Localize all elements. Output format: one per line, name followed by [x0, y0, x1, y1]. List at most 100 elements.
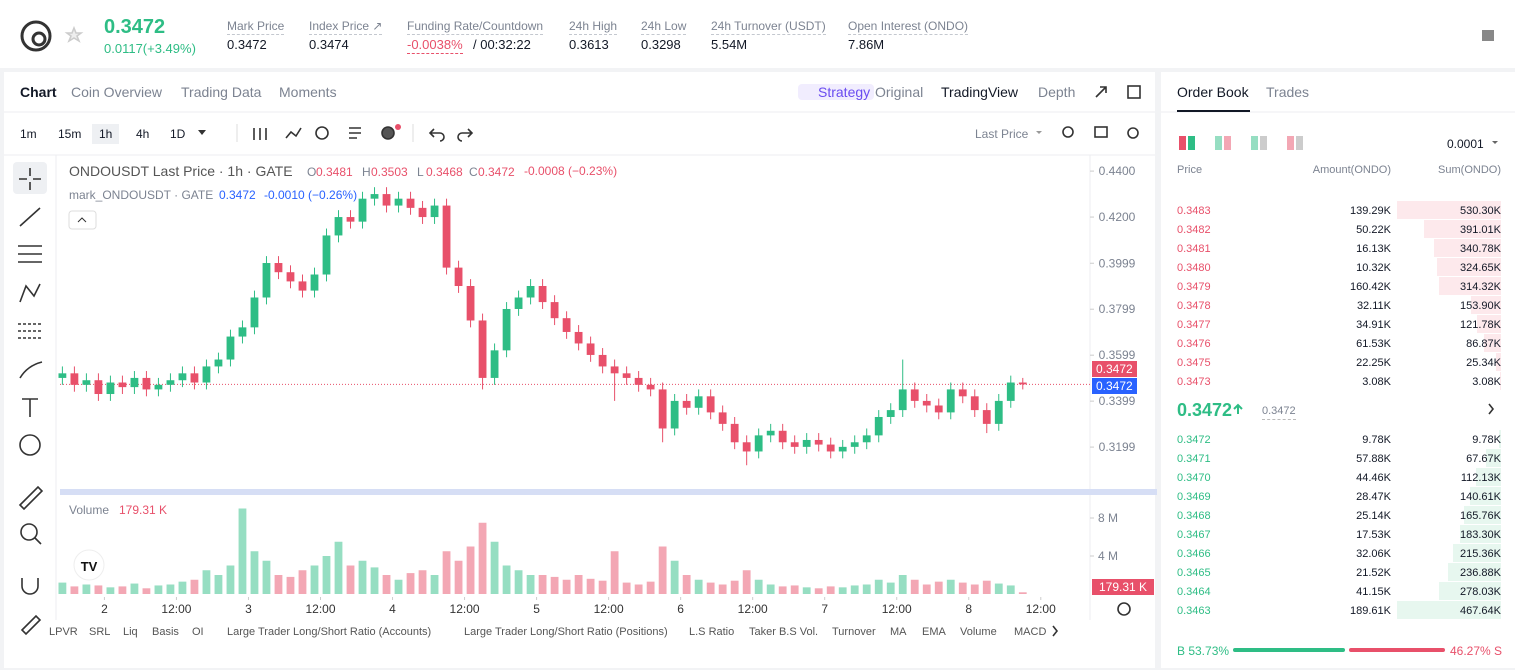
- precision[interactable]: 0.0001: [1447, 137, 1484, 151]
- candle-body: [598, 354, 607, 367]
- candle-body: [1018, 382, 1027, 385]
- tab[interactable]: Moments: [279, 84, 337, 100]
- candle-body: [286, 272, 295, 282]
- interval[interactable]: 4h: [136, 127, 150, 141]
- template[interactable]: [349, 127, 361, 139]
- indicator-tab[interactable]: Liq: [123, 626, 138, 638]
- candle-body: [178, 373, 187, 381]
- brush-tool[interactable]: [19, 361, 43, 379]
- text-tool[interactable]: [22, 398, 38, 417]
- tab[interactable]: Trading Data: [181, 84, 262, 100]
- volume-bar: [658, 546, 667, 594]
- indicator-tab[interactable]: OI: [192, 626, 204, 638]
- mode[interactable]: [1188, 136, 1195, 150]
- scroll-right[interactable]: [1052, 625, 1059, 637]
- search[interactable]: [1062, 126, 1074, 138]
- dropdown[interactable]: [1492, 141, 1498, 144]
- indicator-tab[interactable]: Turnover: [832, 626, 876, 638]
- redo[interactable]: [457, 128, 474, 142]
- indicator[interactable]: [285, 127, 302, 139]
- tv-logo-text: TV: [81, 559, 98, 574]
- tab[interactable]: Coin Overview: [71, 84, 163, 100]
- eraser-tool[interactable]: [20, 614, 42, 636]
- undo[interactable]: [428, 128, 445, 142]
- pattern-tool[interactable]: [19, 283, 41, 303]
- indicator-tab[interactable]: EMA: [922, 626, 946, 638]
- camera[interactable]: [1094, 126, 1108, 138]
- candle-body: [70, 373, 79, 385]
- replay[interactable]: [315, 126, 329, 140]
- ob-amount: 9.78K: [1362, 434, 1391, 446]
- tab[interactable]: Chart: [20, 84, 57, 100]
- price-source[interactable]: Last Price: [975, 127, 1029, 141]
- logo: [31, 31, 47, 47]
- collapse-button[interactable]: [68, 210, 97, 230]
- book-icon[interactable]: [1482, 30, 1494, 41]
- mode[interactable]: [1224, 136, 1231, 150]
- candle-body: [562, 318, 571, 332]
- zoom-tool[interactable]: [34, 537, 42, 545]
- indicator-tab[interactable]: SRL: [89, 626, 111, 638]
- volume-bar: [874, 579, 883, 594]
- indicator-tab[interactable]: Large Trader Long/Short Ratio (Accounts): [227, 626, 432, 638]
- magnet-tool[interactable]: [21, 578, 39, 595]
- mode[interactable]: [1179, 136, 1186, 150]
- indicator-tab[interactable]: Large Trader Long/Short Ratio (Positions…: [464, 626, 668, 638]
- dropdown[interactable]: [198, 130, 206, 135]
- zoom-tool[interactable]: [20, 523, 38, 541]
- indicator-tab[interactable]: MACD: [1014, 626, 1047, 638]
- candle-type[interactable]: [253, 128, 267, 140]
- interval[interactable]: 1h: [92, 124, 120, 144]
- settings[interactable]: [1117, 602, 1131, 616]
- ob-amount: 32.11K: [1356, 300, 1391, 312]
- indicator-tab[interactable]: Volume: [960, 626, 997, 638]
- icons: [13, 20, 1495, 637]
- interval[interactable]: 1m: [20, 127, 37, 141]
- volume-bar: [118, 586, 127, 594]
- ohlc-value: 0.3503: [371, 165, 408, 179]
- chevron[interactable]: [1488, 403, 1495, 415]
- candle-body: [514, 297, 523, 309]
- window[interactable]: [1127, 85, 1141, 99]
- ob-amount: 22.25K: [1356, 357, 1391, 369]
- indicator-tab[interactable]: L.S Ratio: [689, 626, 735, 638]
- x-tick-label: 12:00: [594, 602, 624, 616]
- crosshair-tool[interactable]: [19, 168, 41, 190]
- ruler-tool[interactable]: [18, 485, 44, 511]
- settings[interactable]: [1127, 127, 1139, 139]
- indicator-tab[interactable]: Basis: [152, 626, 179, 638]
- strategy-button[interactable]: Strategy: [798, 84, 875, 100]
- mode[interactable]: [1296, 136, 1303, 150]
- candle-body: [58, 373, 67, 378]
- candle-body: [118, 382, 127, 388]
- ob-tab[interactable]: Order Book: [1177, 84, 1249, 100]
- fib-tool[interactable]: [18, 323, 42, 339]
- interval[interactable]: 15m: [58, 127, 82, 141]
- view-tab[interactable]: Original: [875, 84, 924, 100]
- mode[interactable]: [1251, 136, 1258, 150]
- candle-body: [898, 389, 907, 411]
- interval[interactable]: 1D: [170, 127, 186, 141]
- indicator-tab[interactable]: MA: [890, 626, 907, 638]
- dropdown[interactable]: [1036, 131, 1042, 134]
- star[interactable]: [64, 25, 84, 43]
- emoji-tool[interactable]: [19, 434, 41, 456]
- line-tool[interactable]: [19, 207, 41, 227]
- view-tab[interactable]: TradingView: [941, 84, 1019, 100]
- tool-active[interactable]: [13, 162, 47, 194]
- indicator-tab[interactable]: Taker B.S Vol.: [749, 626, 819, 638]
- indicator-tab[interactable]: LPVR: [49, 626, 78, 638]
- mode[interactable]: [1215, 136, 1222, 150]
- mode[interactable]: [1287, 136, 1294, 150]
- volume-bar: [958, 582, 967, 594]
- view-tab[interactable]: Depth: [1038, 84, 1076, 100]
- add[interactable]: [381, 126, 395, 140]
- ob-header: Price: [1177, 164, 1203, 176]
- x-tick-label: 12:00: [161, 602, 191, 616]
- mode[interactable]: [1260, 136, 1267, 150]
- ob-tab[interactable]: Trades: [1266, 84, 1310, 100]
- lines-tool[interactable]: [18, 245, 42, 263]
- candle-body: [430, 205, 439, 218]
- stat-label: 24h Turnover (USDT): [711, 19, 826, 35]
- expand[interactable]: [1095, 86, 1107, 98]
